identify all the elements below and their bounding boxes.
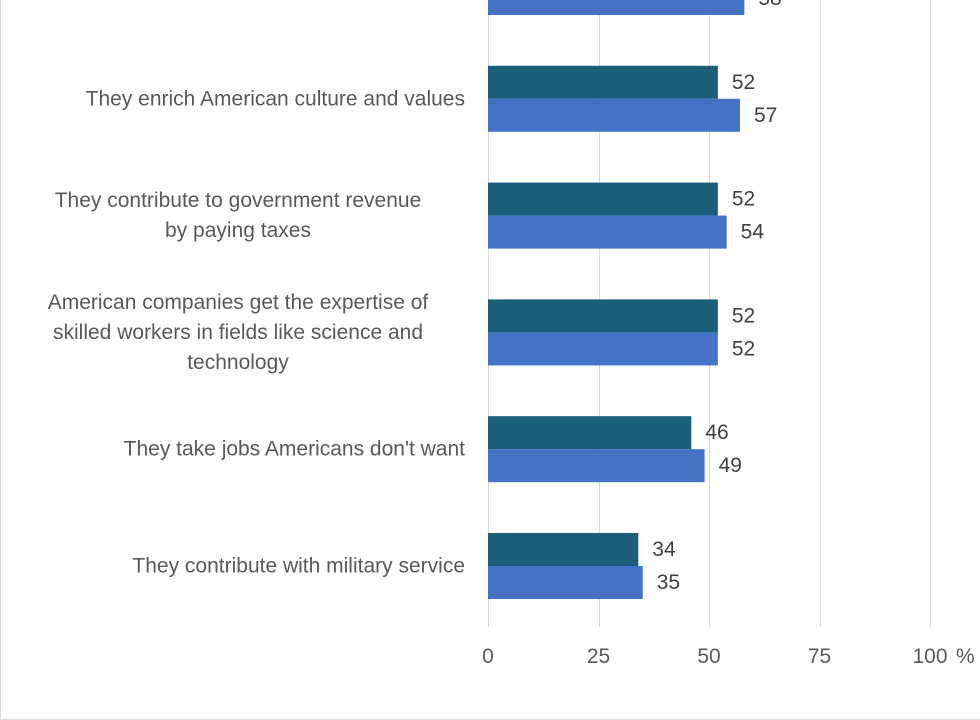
data-label: 52 (732, 337, 755, 360)
data-label: 52 (732, 71, 755, 94)
category-label: They take jobs Americans don't want (124, 438, 466, 461)
x-tick-label: 50 (697, 645, 720, 668)
x-tick-label: 0 (482, 645, 494, 668)
x-unit-label: % (956, 645, 975, 668)
bar (488, 0, 745, 15)
data-label: 34 (652, 538, 676, 561)
x-axis-ticks: % 0 25 50 75 100 (482, 645, 975, 668)
data-label: 35 (657, 571, 680, 594)
data-label: 52 (732, 304, 755, 327)
category-labels: They enrich American culture and values T… (48, 87, 465, 577)
data-label: 52 (732, 188, 755, 211)
x-tick-label: 25 (587, 645, 610, 668)
data-label: 57 (754, 104, 777, 127)
bar (488, 416, 692, 450)
bar (488, 98, 740, 132)
category-label: by paying taxes (165, 219, 311, 242)
data-label: 46 (705, 421, 728, 444)
data-label: 49 (719, 454, 742, 477)
category-label: They contribute with military service (132, 555, 465, 578)
x-tick-label: 75 (808, 645, 831, 668)
bar (488, 566, 643, 599)
category-label: technology (187, 351, 289, 374)
bar (488, 182, 718, 216)
data-label: 58 (758, 0, 781, 10)
category-label: American companies get the expertise of (48, 291, 429, 314)
bar (488, 65, 718, 99)
category-label: They enrich American culture and values (86, 87, 465, 110)
bar (488, 215, 727, 249)
data-label: 54 (741, 221, 765, 244)
x-tick-label: 100 (912, 645, 947, 668)
bar (488, 299, 718, 333)
category-label: They contribute to government revenue (55, 189, 422, 212)
data-labels: 58 52 57 52 54 52 52 46 49 34 35 (652, 0, 781, 594)
bar (488, 449, 705, 483)
bars (488, 0, 745, 599)
bar (488, 332, 718, 366)
bar (488, 533, 639, 566)
category-label: skilled workers in fields like science a… (53, 321, 423, 344)
